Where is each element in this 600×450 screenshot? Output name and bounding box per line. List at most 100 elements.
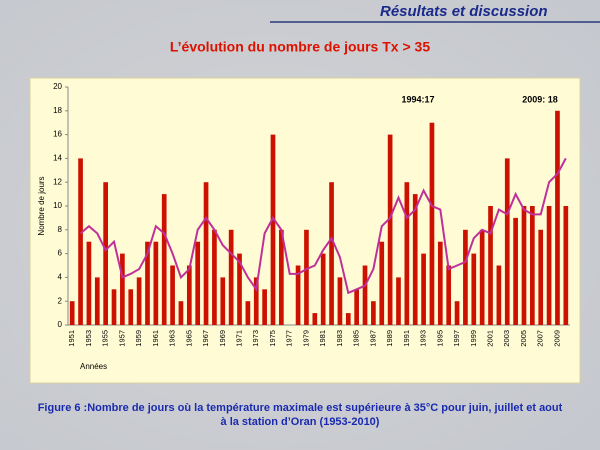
bar: [94, 277, 100, 325]
bar: [555, 110, 560, 325]
bar: [279, 229, 284, 325]
bar: [312, 313, 318, 325]
bar: [103, 182, 108, 325]
annotation: 2009: 18: [522, 94, 558, 104]
bar: [379, 241, 385, 325]
bar: [354, 289, 359, 325]
bar: [212, 229, 217, 325]
bar: [496, 265, 502, 325]
bar: [237, 253, 242, 325]
x-tick-label: 1969: [218, 330, 227, 347]
bar: [170, 265, 175, 325]
bar: [128, 289, 134, 325]
y-tick-label: 0: [58, 320, 63, 329]
bar: [136, 277, 142, 325]
y-tick-label: 6: [58, 249, 63, 258]
bar: [488, 206, 493, 325]
bar: [228, 229, 234, 325]
bar: [538, 229, 544, 325]
bar: [337, 277, 343, 325]
bar: [396, 277, 401, 325]
bar: [429, 122, 435, 325]
bar: [145, 241, 150, 325]
bar: [295, 265, 301, 325]
y-tick-label: 10: [53, 201, 62, 210]
bar: [362, 265, 368, 325]
bar: [546, 206, 552, 325]
bar: [387, 134, 393, 325]
y-tick-label: 12: [53, 177, 62, 186]
bar: [437, 241, 443, 325]
x-tick-label: 2003: [502, 330, 511, 347]
y-tick-label: 8: [58, 225, 63, 234]
bar: [479, 229, 485, 325]
x-tick-label: 1999: [469, 330, 478, 347]
x-tick-label: 1963: [168, 330, 177, 347]
x-tick-label: 1993: [419, 330, 428, 347]
bar: [195, 241, 201, 325]
bar: [563, 206, 569, 325]
bar: [345, 313, 351, 325]
y-tick-label: 14: [53, 154, 62, 163]
x-tick-label: 1979: [301, 330, 310, 347]
y-tick-label: 2: [58, 296, 63, 305]
bar: [446, 265, 452, 325]
bar: [153, 241, 159, 325]
bar: [270, 134, 276, 325]
x-tick-label: 1981: [318, 330, 327, 347]
x-tick-label: 1953: [84, 330, 93, 347]
bar: [371, 301, 376, 325]
x-tick-label: 1965: [184, 330, 193, 347]
caption-line: Figure 6 :Nombre de jours où la températ…: [38, 402, 563, 414]
bar: [404, 182, 410, 325]
bar: [178, 301, 184, 325]
y-tick-label: 4: [58, 273, 63, 282]
x-tick-label: 1987: [368, 330, 377, 347]
bar: [111, 289, 117, 325]
bar: [530, 206, 535, 325]
x-tick-label: 1961: [151, 330, 160, 347]
bar: [253, 277, 259, 325]
x-tick-label: 1973: [251, 330, 260, 347]
bar: [69, 301, 75, 325]
bar: [421, 253, 426, 325]
bar: [463, 229, 468, 325]
x-axis-label: Années: [80, 362, 107, 371]
bar: [78, 158, 83, 325]
x-tick-label: 1959: [134, 330, 143, 347]
bar: [513, 217, 518, 325]
x-tick-label: 2001: [486, 330, 495, 347]
x-tick-label: 1989: [385, 330, 394, 347]
caption-line: à la station d’Oran (1953-2010): [221, 416, 380, 428]
x-tick-label: 1985: [352, 330, 361, 347]
bar: [86, 241, 92, 325]
x-tick-label: 1971: [235, 330, 244, 347]
y-tick-label: 20: [53, 82, 62, 91]
bar: [412, 194, 418, 325]
bar: [245, 301, 251, 325]
x-tick-label: 1955: [101, 330, 110, 347]
x-tick-label: 1995: [435, 330, 444, 347]
bar: [304, 229, 309, 325]
x-tick-label: 2009: [552, 330, 561, 347]
bar: [186, 265, 192, 325]
y-tick-label: 18: [53, 106, 62, 115]
chart-title: L’évolution du nombre de jours Tx > 35: [170, 39, 430, 55]
annotation: 1994:17: [401, 94, 434, 104]
x-tick-label: 1977: [285, 330, 294, 347]
bar: [203, 182, 209, 325]
x-tick-label: 1967: [201, 330, 210, 347]
bar: [521, 206, 527, 325]
x-tick-label: 1997: [452, 330, 461, 347]
x-tick-label: 1957: [117, 330, 126, 347]
bar: [161, 194, 167, 325]
bar: [329, 182, 334, 325]
x-tick-label: 2005: [519, 330, 528, 347]
x-tick-label: 1975: [268, 330, 277, 347]
y-tick-label: 16: [53, 130, 62, 139]
trend-line: [79, 157, 567, 295]
x-tick-label: 2007: [536, 330, 545, 347]
bar: [504, 158, 510, 325]
x-tick-label: 1991: [402, 330, 411, 347]
